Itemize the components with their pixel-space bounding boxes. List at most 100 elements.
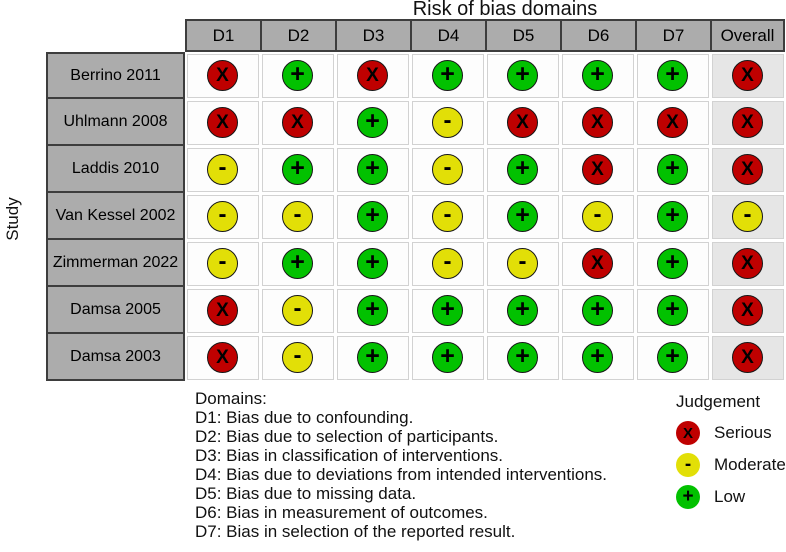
judgement-circle-low: +	[432, 342, 463, 373]
rating-cell: -	[710, 193, 785, 240]
moderate-symbol-icon: -	[218, 154, 227, 181]
serious-symbol-icon: X	[666, 112, 679, 133]
serious-symbol-icon: X	[366, 65, 379, 86]
rating-cell: -	[560, 193, 635, 240]
moderate-legend-circle-icon: -	[676, 453, 700, 477]
judgement-circle-low: +	[657, 154, 688, 185]
rating-cell-bg: +	[336, 100, 409, 145]
rating-cell: -	[410, 146, 485, 193]
rating-cell-bg: +	[636, 241, 709, 286]
judgement-circle-low: +	[657, 60, 688, 91]
rating-cell-bg: +	[486, 194, 559, 239]
judgement-circle-serious: X	[732, 60, 763, 91]
column-header-d3: D3	[335, 19, 410, 52]
judgement-circle-low: +	[357, 248, 388, 279]
rating-cell-bg: +	[561, 53, 634, 98]
judgement-circle-moderate: -	[732, 201, 763, 232]
low-symbol-icon: +	[665, 154, 680, 182]
rating-cell: X	[335, 52, 410, 99]
column-header-d5: D5	[485, 19, 560, 52]
rating-cell: X	[485, 99, 560, 146]
rating-cell-bg: X	[711, 100, 784, 145]
low-symbol-icon: +	[365, 248, 380, 276]
moderate-symbol-icon: -	[593, 201, 602, 228]
moderate-symbol-icon: -	[443, 154, 452, 181]
judgement-circle-low: +	[507, 201, 538, 232]
rating-cell-bg: -	[261, 335, 334, 380]
judgement-circle-low: +	[282, 154, 313, 185]
study-label: Berrino 2011	[46, 52, 185, 99]
chart-title: Risk of bias domains	[412, 0, 598, 20]
domains-legend: Domains: D1: Bias due to confounding. D2:…	[195, 389, 685, 541]
rating-cell: X	[710, 146, 785, 193]
judgement-circle-serious: X	[582, 248, 613, 279]
judgement-circle-serious: X	[207, 342, 238, 373]
rating-cell-bg: +	[336, 335, 409, 380]
low-symbol-icon: +	[290, 60, 305, 88]
low-symbol-icon: +	[665, 60, 680, 88]
judgement-circle-serious: X	[732, 107, 763, 138]
rating-cell: -	[410, 240, 485, 287]
rating-cell-bg: -	[186, 147, 259, 192]
serious-symbol-icon: X	[741, 347, 754, 368]
rating-cell-bg: -	[486, 241, 559, 286]
moderate-symbol-icon: -	[443, 107, 452, 134]
judgement-legend-label: Low	[714, 487, 746, 506]
rating-cell-bg: +	[486, 53, 559, 98]
judgement-circle-low: +	[582, 342, 613, 373]
low-legend-circle-icon: +	[676, 485, 700, 509]
serious-symbol-icon: X	[741, 65, 754, 86]
rating-cell: X	[560, 240, 635, 287]
study-label: Zimmerman 2022	[46, 240, 185, 287]
rating-cell: +	[335, 146, 410, 193]
rating-cell: X	[185, 287, 260, 334]
rating-cell: +	[635, 334, 710, 381]
serious-symbol-icon: X	[591, 159, 604, 180]
moderate-symbol-icon: -	[684, 453, 692, 475]
judgement-circle-serious: X	[732, 295, 763, 326]
judgement-circle-low: +	[657, 201, 688, 232]
rating-cell-bg: X	[186, 335, 259, 380]
judgement-circle-serious: X	[282, 107, 313, 138]
rating-cell-bg: X	[336, 53, 409, 98]
judgement-circle-moderate: -	[432, 201, 463, 232]
rating-cell-bg: +	[336, 194, 409, 239]
serious-symbol-icon: X	[741, 253, 754, 274]
column-header-d7: D7	[635, 19, 710, 52]
rating-cell-bg: -	[711, 194, 784, 239]
judgement-legend-item-moderate: - Moderate	[676, 453, 786, 477]
rob-table: D1 D2 D3 D4 D5 D6 D7 Overall Berrino 2011 X + X + + + +…	[46, 19, 785, 381]
serious-symbol-icon: X	[741, 159, 754, 180]
judgement-circle-serious: X	[207, 60, 238, 91]
rating-cell: +	[485, 193, 560, 240]
low-symbol-icon: +	[290, 248, 305, 276]
domains-legend-heading: Domains:	[195, 389, 267, 408]
rating-cell-bg: X	[486, 100, 559, 145]
rating-cell: +	[635, 146, 710, 193]
judgement-legend-item-serious: X Serious	[676, 421, 786, 445]
rating-cell-bg: +	[561, 288, 634, 333]
rating-cell-bg: +	[486, 288, 559, 333]
rating-cell: X	[185, 52, 260, 99]
rating-cell-bg: -	[261, 194, 334, 239]
rating-cell: +	[260, 240, 335, 287]
study-label: Damsa 2005	[46, 287, 185, 334]
low-symbol-icon: +	[515, 154, 530, 182]
judgement-circle-low: +	[507, 154, 538, 185]
domain-definition-d4: D4: Bias due to deviations from intended…	[195, 465, 608, 484]
serious-symbol-icon: X	[216, 65, 229, 86]
rating-cell: +	[560, 334, 635, 381]
low-symbol-icon: +	[665, 201, 680, 229]
serious-symbol-icon: X	[591, 112, 604, 133]
judgement-circle-serious: X	[357, 60, 388, 91]
rating-cell: +	[560, 52, 635, 99]
rating-cell: +	[635, 240, 710, 287]
rating-cell-bg: X	[711, 335, 784, 380]
serious-symbol-icon: X	[291, 112, 304, 133]
domain-definition-d6: D6: Bias in measurement of outcomes.	[195, 503, 488, 522]
study-label: Laddis 2010	[46, 146, 185, 193]
rating-cell-bg: -	[411, 241, 484, 286]
judgement-circle-serious: X	[507, 107, 538, 138]
rating-cell: X	[710, 240, 785, 287]
